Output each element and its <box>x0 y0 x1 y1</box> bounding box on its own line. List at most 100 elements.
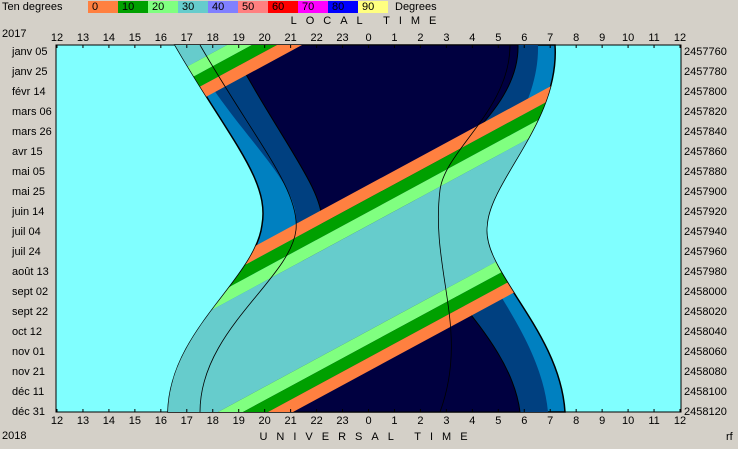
jd-label: 2457920 <box>684 206 727 218</box>
bottom-hour-label: 8 <box>573 415 579 427</box>
legend-swatch <box>358 1 388 13</box>
bottom-hour-label: 7 <box>547 415 553 427</box>
bottom-hour-label: 18 <box>207 415 219 427</box>
date-label: janv 25 <box>11 66 47 78</box>
credit: rf <box>726 431 734 443</box>
top-hour-label: 22 <box>310 32 322 44</box>
date-label: nov 21 <box>12 366 45 378</box>
date-label: avr 15 <box>12 146 43 158</box>
bottom-hour-label: 11 <box>648 415 659 427</box>
date-label: févr 14 <box>12 86 46 98</box>
top-hour-label: 5 <box>495 32 501 44</box>
legend-label: 90 <box>362 1 374 13</box>
legend-label: 10 <box>122 1 134 13</box>
date-label: mai 25 <box>12 186 45 198</box>
bottom-hour-label: 1 <box>391 415 397 427</box>
bottom-hour-label: 21 <box>285 415 297 427</box>
legend-label: 70 <box>302 1 314 13</box>
date-label: juil 24 <box>11 246 41 258</box>
top-hour-label: 19 <box>233 32 245 44</box>
band <box>168 45 565 412</box>
legend-label: 50 <box>242 1 254 13</box>
top-hour-label: 21 <box>285 32 297 44</box>
curve <box>437 44 511 413</box>
date-label: juil 04 <box>11 226 41 238</box>
legend-swatch <box>88 1 118 13</box>
jd-label: 2458020 <box>684 306 727 318</box>
jd-label: 2457980 <box>684 266 727 278</box>
band <box>168 45 565 412</box>
top-hour-label: 18 <box>207 32 219 44</box>
legend-swatch <box>118 1 148 13</box>
top-hour-label: 20 <box>259 32 271 44</box>
band <box>268 45 565 412</box>
bottom-hour-label: 0 <box>365 415 371 427</box>
date-label: juin 14 <box>11 206 44 218</box>
jd-label: 2457820 <box>684 106 727 118</box>
jd-label: 2457880 <box>684 166 727 178</box>
top-hour-label: 6 <box>521 32 527 44</box>
legend-swatch <box>208 1 238 13</box>
bottom-hour-label: 4 <box>469 415 475 427</box>
bottom-hour-label: 10 <box>622 415 634 427</box>
bottom-hour-label: 6 <box>521 415 527 427</box>
jd-label: 2457780 <box>684 66 727 78</box>
bottom-hour-label: 15 <box>129 415 141 427</box>
top-hour-label: 1 <box>391 32 397 44</box>
top-hour-label: 23 <box>336 32 348 44</box>
date-label: mai 05 <box>12 166 45 178</box>
top-hour-label: 11 <box>648 32 659 44</box>
top-hour-label: 12 <box>51 32 63 44</box>
bottom-hour-label: 2 <box>417 415 423 427</box>
date-label: mars 26 <box>12 126 52 138</box>
top-hour-label: 16 <box>155 32 167 44</box>
top-hour-label: 17 <box>181 32 193 44</box>
bottom-hour-label: 9 <box>599 415 605 427</box>
legend-label: 0 <box>92 1 98 13</box>
jd-label: 2457800 <box>684 86 727 98</box>
date-label: janv 05 <box>11 46 47 58</box>
date-label: oct 12 <box>12 326 42 338</box>
jd-label: 2458080 <box>684 366 727 378</box>
jd-label: 2458100 <box>684 386 727 398</box>
date-label: sept 22 <box>12 306 48 318</box>
date-label: mars 06 <box>12 106 52 118</box>
band <box>218 45 565 412</box>
bottom-hour-label: 13 <box>77 415 89 427</box>
legend-label: 80 <box>332 1 344 13</box>
bottom-hour-label: 5 <box>495 415 501 427</box>
legend-swatch <box>328 1 358 13</box>
end-year: 2018 <box>2 430 26 442</box>
date-label: nov 01 <box>12 346 45 358</box>
legend-label: 60 <box>272 1 284 13</box>
bottom-hour-label: 23 <box>336 415 348 427</box>
jd-label: 2457900 <box>684 186 727 198</box>
top-hour-label: 9 <box>599 32 605 44</box>
band <box>168 45 565 412</box>
legend-swatch <box>298 1 328 13</box>
band <box>243 45 565 412</box>
legend-unit: Degrees <box>395 1 437 13</box>
legend-swatch <box>238 1 268 13</box>
jd-label: 2458040 <box>684 326 727 338</box>
jd-label: 2457940 <box>684 226 727 238</box>
date-label: sept 02 <box>12 286 48 298</box>
jd-label: 2458000 <box>684 286 727 298</box>
bottom-hour-label: 17 <box>181 415 193 427</box>
top-hour-label: 2 <box>417 32 423 44</box>
bottom-title: UNIVERSAL TIME <box>259 431 476 443</box>
top-hour-label: 13 <box>77 32 89 44</box>
legend-swatch <box>268 1 298 13</box>
top-hour-label: 12 <box>674 32 686 44</box>
bottom-hour-label: 3 <box>443 415 449 427</box>
top-hour-label: 4 <box>469 32 475 44</box>
bottom-hour-label: 16 <box>155 415 167 427</box>
bottom-hour-label: 19 <box>233 415 245 427</box>
curve <box>199 44 297 413</box>
top-hour-label: 0 <box>365 32 371 44</box>
legend-title: Ten degrees <box>2 1 63 13</box>
top-hour-label: 3 <box>443 32 449 44</box>
jd-label: 2458120 <box>684 406 727 418</box>
top-hour-label: 7 <box>547 32 553 44</box>
